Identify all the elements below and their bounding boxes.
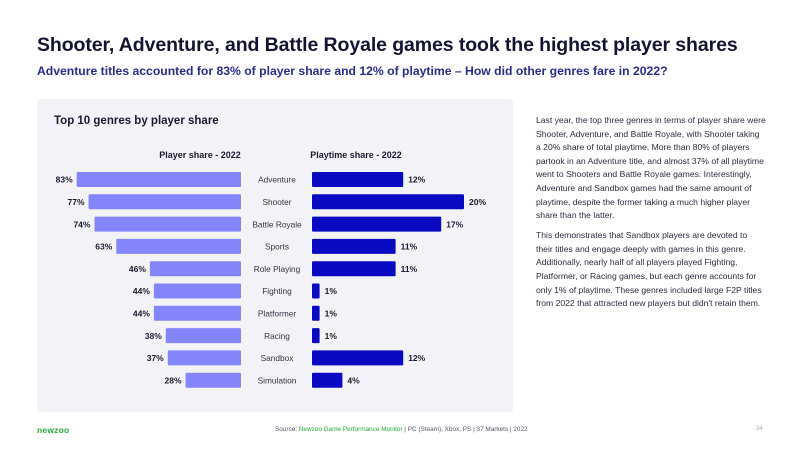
- player-share-bar-fighting: [153, 283, 241, 299]
- player-share-bar-simulation: [185, 372, 241, 388]
- source-details: | PC (Steam), Xbox, PS | 37 Markets | 20…: [402, 426, 528, 433]
- player-share-label-role-playing: 46%: [129, 264, 146, 274]
- commentary: Last year, the top three genres in terms…: [536, 114, 766, 317]
- source-note: Source: Newzoo Game Performance Monitor …: [275, 426, 528, 433]
- player-share-bar-adventure: [76, 172, 241, 187]
- genre-label-platformer: Platformer: [258, 309, 297, 319]
- playtime-share-label-fighting: 1%: [325, 286, 338, 296]
- playtime-share-label-sandbox: 12%: [408, 353, 425, 363]
- genre-label-adventure: Adventure: [258, 175, 296, 185]
- chart-panel: Top 10 genres by player share Player sha…: [37, 99, 513, 412]
- source-brand: Newzoo Game Performance Monitor: [298, 426, 403, 433]
- player-share-bar-battle-royale: [94, 216, 241, 232]
- player-share-header: Player share - 2022: [159, 150, 241, 160]
- bar-chart: Player share - 2022 Playtime share - 2022…: [56, 150, 486, 388]
- playtime-share-bar-racing: [312, 328, 320, 344]
- player-share-bar-sports: [116, 238, 241, 254]
- page-subtitle: Adventure titles accounted for 83% of pl…: [37, 64, 668, 78]
- playtime-share-bar-simulation: [312, 372, 343, 388]
- playtime-share-label-adventure: 12%: [408, 175, 425, 185]
- playtime-share-label-shooter: 20%: [469, 197, 486, 207]
- player-share-bar-racing: [165, 328, 241, 344]
- playtime-share-label-role-playing: 11%: [401, 264, 418, 274]
- genre-label-fighting: Fighting: [262, 286, 292, 296]
- commentary-paragraph-1: Last year, the top three genres in terms…: [536, 115, 766, 221]
- player-share-label-shooter: 77%: [68, 197, 85, 207]
- playtime-share-bar-shooter: [312, 194, 464, 210]
- playtime-share-bar-battle-royale: [312, 216, 442, 232]
- commentary-paragraph-2: This demonstrates that Sandbox players a…: [536, 230, 762, 309]
- genre-label-sports: Sports: [265, 242, 289, 252]
- playtime-share-label-racing: 1%: [325, 331, 338, 341]
- player-share-label-racing: 38%: [145, 331, 162, 341]
- playtime-share-bar-role-playing: [312, 261, 396, 277]
- genre-label-racing: Racing: [264, 331, 290, 341]
- chart-title: Top 10 genres by player share: [54, 115, 219, 127]
- playtime-share-bar-platformer: [312, 305, 320, 321]
- playtime-share-bar-sports: [312, 238, 396, 254]
- player-share-label-sports: 63%: [95, 242, 112, 252]
- player-share-bar-sandbox: [167, 350, 241, 366]
- page-title: Shooter, Adventure, and Battle Royale ga…: [37, 34, 738, 56]
- playtime-share-bar-fighting: [312, 283, 320, 299]
- player-share-bar-shooter: [88, 194, 241, 210]
- player-share-bar-role-playing: [149, 261, 241, 277]
- page-number: 34: [756, 426, 763, 432]
- playtime-share-label-battle-royale: 17%: [446, 219, 463, 229]
- player-share-label-adventure: 83%: [56, 175, 73, 185]
- player-share-bar-platformer: [153, 305, 241, 321]
- playtime-share-bar-sandbox: [312, 350, 404, 366]
- player-share-label-fighting: 44%: [133, 286, 150, 296]
- newzoo-logo: newzoo: [37, 425, 70, 435]
- genre-label-battle-royale: Battle Royale: [252, 219, 302, 229]
- playtime-share-header: Playtime share - 2022: [310, 150, 402, 160]
- playtime-share-label-platformer: 1%: [325, 309, 338, 319]
- player-share-label-simulation: 28%: [165, 375, 182, 385]
- player-share-label-battle-royale: 74%: [73, 219, 90, 229]
- player-share-label-sandbox: 37%: [147, 353, 164, 363]
- genre-label-role-playing: Role Playing: [254, 264, 301, 274]
- playtime-share-label-simulation: 4%: [347, 375, 360, 385]
- source-label: Source:: [275, 426, 298, 433]
- genre-label-sandbox: Sandbox: [261, 353, 295, 363]
- genre-label-simulation: Simulation: [258, 375, 297, 385]
- genre-label-shooter: Shooter: [262, 197, 291, 207]
- playtime-share-bar-adventure: [312, 172, 404, 187]
- player-share-label-platformer: 44%: [133, 309, 150, 319]
- playtime-share-label-sports: 11%: [401, 242, 418, 252]
